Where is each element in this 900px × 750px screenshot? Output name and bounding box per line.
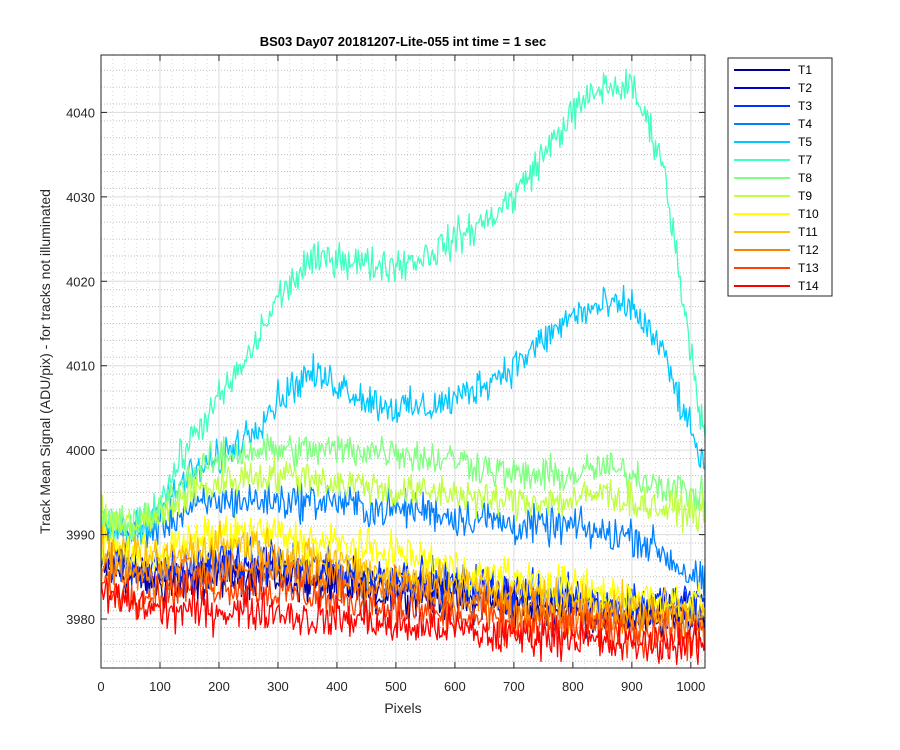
legend-label-t7: T7	[798, 153, 812, 167]
series-line-t7	[101, 68, 705, 555]
series-line-t8	[101, 432, 705, 536]
legend-label-t2: T2	[798, 81, 812, 95]
y-tick-label: 4010	[66, 359, 95, 374]
x-tick-label: 400	[326, 679, 348, 694]
x-tick-label: 600	[444, 679, 466, 694]
legend-label-t1: T1	[798, 63, 812, 77]
axis-ticks	[100, 55, 705, 668]
chart-title: BS03 Day07 20181207-Lite-055 int time = …	[260, 34, 547, 49]
plot-frame	[100, 54, 706, 669]
series-line-t4	[101, 479, 705, 597]
y-tick-label: 4030	[66, 190, 95, 205]
y-tick-label: 4040	[66, 105, 95, 120]
x-tick-label: 500	[385, 679, 407, 694]
legend-label-t4: T4	[798, 117, 812, 131]
x-tick-label: 300	[267, 679, 289, 694]
y-axis-title: Track Mean Signal (ADU/pix) - for tracks…	[37, 189, 53, 534]
legend-label-t11: T11	[798, 225, 818, 239]
x-tick-label: 900	[621, 679, 643, 694]
x-tick-label: 0	[97, 679, 104, 694]
series-line-t9	[101, 455, 705, 541]
series-line-t14	[101, 577, 705, 666]
legend-label-t8: T8	[798, 171, 812, 185]
legend-label-t5: T5	[798, 135, 812, 149]
x-tick-label: 800	[562, 679, 584, 694]
x-tick-label: 700	[503, 679, 525, 694]
legend-label-t3: T3	[798, 99, 812, 113]
series-line-t11	[101, 520, 705, 632]
x-tick-label: 100	[149, 679, 171, 694]
legend: T1 T2 T3 T4 T5 T7 T8 T9 T10 T11 T12 T13 T14	[727, 57, 833, 297]
x-tick-label: 1000	[676, 679, 705, 694]
y-tick-label: 4020	[66, 274, 95, 289]
y-tick-label: 4000	[66, 443, 95, 458]
legend-label-t13: T13	[798, 261, 819, 275]
x-axis-title: Pixels	[384, 700, 421, 716]
axis-tick-labels: 0 100 200 300 400 500 600 700 800 900 1000 3980 3990…	[66, 105, 705, 694]
legend-label-t9: T9	[798, 189, 812, 203]
series-line-t12	[101, 542, 705, 645]
series-line-t10	[101, 511, 705, 623]
y-tick-label: 3990	[66, 528, 95, 543]
legend-label-t14: T14	[798, 279, 819, 293]
y-tick-label: 3980	[66, 612, 95, 627]
legend-label-t10: T10	[798, 207, 819, 221]
legend-label-t12: T12	[798, 243, 819, 257]
x-tick-label: 200	[208, 679, 230, 694]
series-group	[101, 68, 705, 666]
